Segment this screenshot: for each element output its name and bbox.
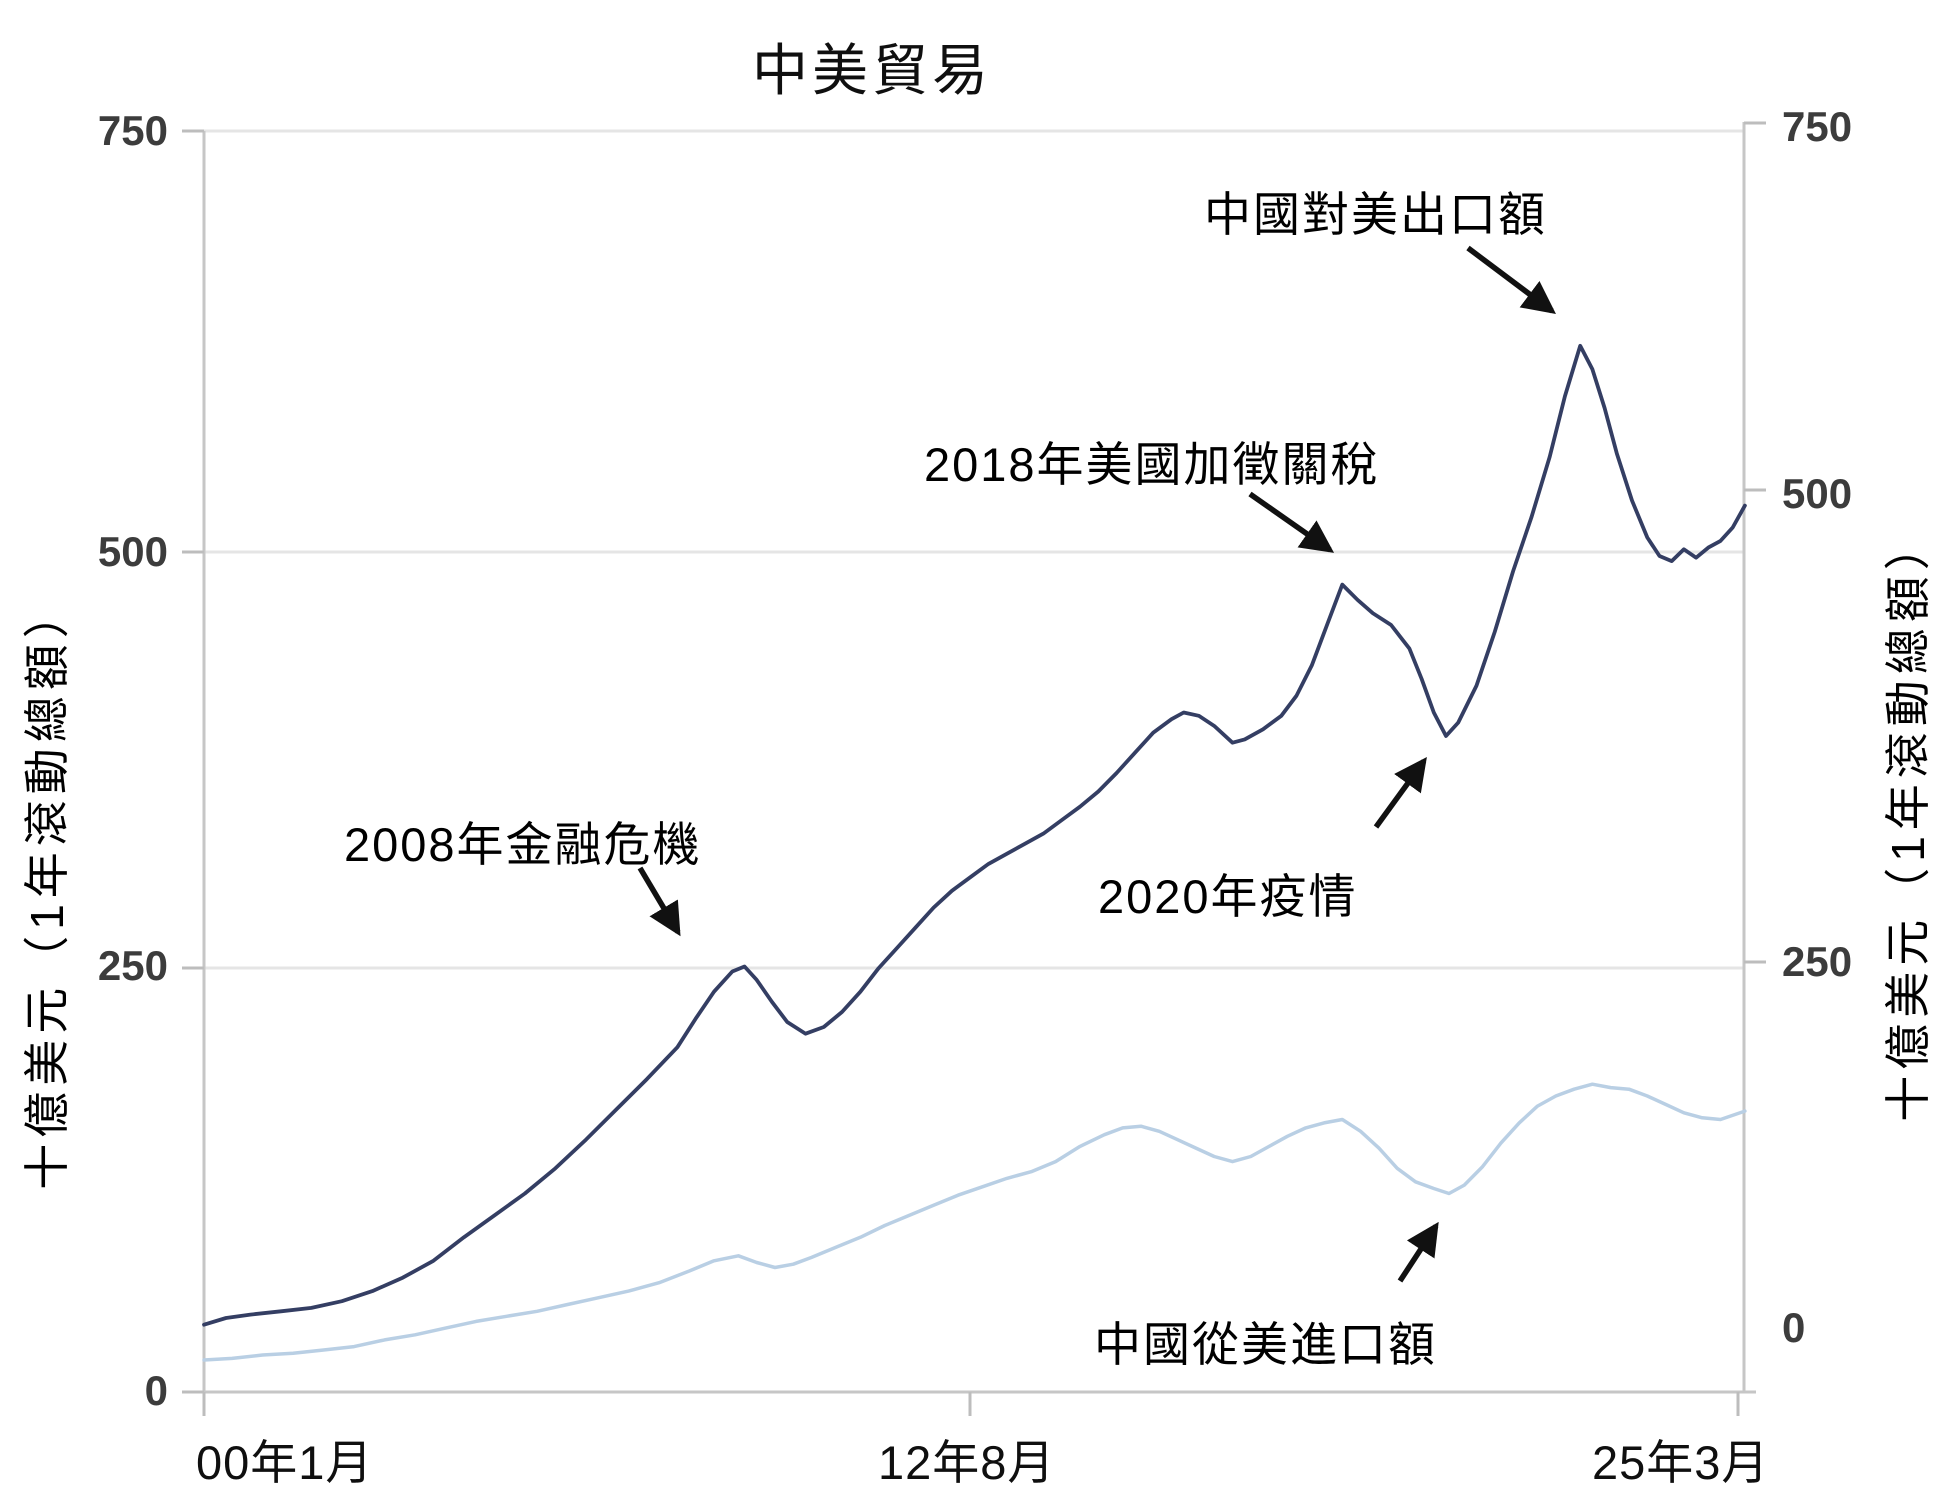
imports-line (202, 1082, 1747, 1362)
y-tick-left-0: 0 (144, 1367, 168, 1414)
tariffs-2018-annotation: 2018年美國加徵關稅 (924, 438, 1380, 491)
pandemic-arrow (1373, 756, 1427, 829)
y-tick-right-500: 500 (1782, 470, 1853, 517)
x-tick-mar-2025: 25年3月 (1592, 1436, 1770, 1489)
crisis-arrow (637, 866, 681, 937)
x-tick-aug-2012: 12年8月 (878, 1436, 1056, 1489)
y-tick-left-500: 500 (97, 528, 168, 575)
exports-series-label: 中國對美出口額 (1204, 188, 1547, 241)
y-axis-label-right: 十億美元（1年滾動總額） (1882, 518, 1934, 1122)
y-axis-label-left: 十億美元（1年滾動總額） (21, 586, 73, 1190)
y-tick-right-750: 750 (1782, 103, 1853, 150)
pandemic-2020-annotation: 2020年疫情 (1098, 870, 1358, 923)
y-tick-left-250: 250 (97, 942, 168, 989)
crisis-2008-annotation: 2008年金融危機 (344, 818, 702, 871)
exports-label-arrow (1466, 245, 1556, 314)
gridlines (204, 129, 1744, 970)
tick-marks (182, 121, 1766, 1416)
x-tick-jan-2000: 00年1月 (196, 1436, 374, 1489)
annotation-arrows (637, 245, 1556, 1283)
imports-series-label: 中國從美進口額 (1094, 1318, 1437, 1371)
tariffs-arrow (1248, 491, 1335, 553)
chart-title: 中美貿易 (752, 39, 992, 102)
y-tick-right-0: 0 (1782, 1304, 1806, 1351)
imports-label-arrow (1397, 1221, 1439, 1283)
y-tick-left-750: 750 (97, 107, 168, 154)
y-tick-right-250: 250 (1782, 938, 1853, 985)
exports-line (202, 343, 1747, 1327)
axes (185, 122, 1756, 1414)
